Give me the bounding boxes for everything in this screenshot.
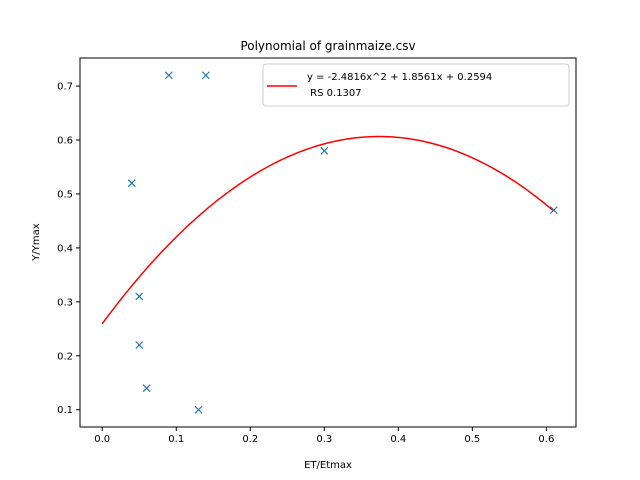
data-point-marker — [127, 179, 136, 188]
y-tick-label: 0.7 — [57, 82, 73, 93]
data-point-marker — [201, 71, 210, 80]
y-tick-label: 0.4 — [57, 243, 73, 254]
data-point-marker — [194, 405, 203, 414]
data-points — [127, 71, 558, 414]
data-point-marker — [549, 206, 558, 215]
y-tick-label: 0.3 — [57, 297, 73, 308]
x-axis-label: ET/Etmax — [304, 460, 352, 471]
x-axis-ticks: 0.0 0.1 0.2 0.3 0.4 0.5 0.6 — [94, 427, 554, 445]
data-point-marker — [135, 292, 144, 301]
x-tick-label: 0.6 — [538, 434, 554, 445]
y-tick-label: 0.5 — [57, 189, 73, 200]
y-tick-label: 0.6 — [57, 136, 73, 147]
legend-box — [262, 63, 570, 107]
x-tick-label: 0.0 — [94, 434, 110, 445]
data-point-marker — [320, 146, 329, 155]
chart-title: Polynomial of grainmaize.csv — [240, 39, 415, 53]
legend-rs: RS 0.1307 — [307, 88, 362, 99]
fit-curve — [101, 135, 555, 325]
x-tick-label: 0.2 — [242, 434, 258, 445]
x-tick-label: 0.4 — [390, 434, 406, 445]
y-tick-label: 0.2 — [57, 351, 73, 362]
data-point-marker — [142, 384, 151, 393]
x-tick-label: 0.1 — [168, 434, 184, 445]
y-axis-ticks: 0.1 0.2 0.3 0.4 0.5 0.6 0.7 — [57, 82, 80, 416]
data-point-marker — [164, 71, 173, 80]
legend: y = -2.4816x^2 + 1.8561x + 0.2594 RS 0.1… — [262, 63, 570, 107]
x-tick-label: 0.3 — [316, 434, 332, 445]
y-tick-label: 0.1 — [57, 405, 73, 416]
plot-area — [80, 58, 576, 427]
data-point-marker — [135, 341, 144, 349]
x-tick-label: 0.5 — [464, 434, 480, 445]
y-axis-label: Y/Ymax — [31, 223, 42, 261]
plot-frame — [79, 57, 577, 428]
legend-equation: y = -2.4816x^2 + 1.8561x + 0.2594 — [307, 72, 492, 83]
